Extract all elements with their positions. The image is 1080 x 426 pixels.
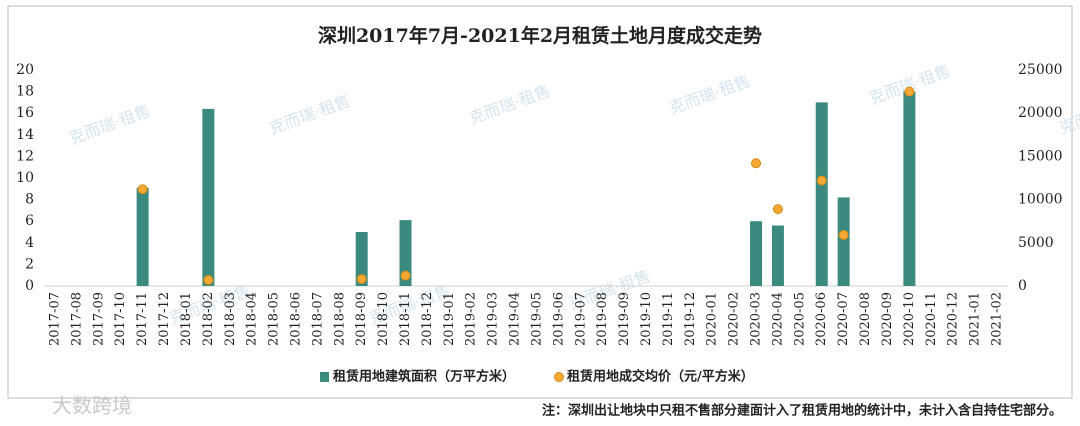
x-tick-label: 2019-02 bbox=[464, 292, 479, 346]
x-tick-label: 2018-03 bbox=[223, 292, 238, 346]
y2-tick-label: 5000 bbox=[1018, 235, 1054, 251]
legend-label: 租赁用地建筑面积（万平方米） bbox=[333, 369, 515, 385]
x-tick-label: 2018-01 bbox=[179, 292, 194, 346]
x-tick-label: 2018-12 bbox=[420, 292, 435, 346]
legend-swatch bbox=[554, 372, 564, 382]
x-tick-label: 2018-05 bbox=[267, 292, 282, 346]
bar bbox=[399, 220, 412, 286]
y-tick-label: 10 bbox=[16, 170, 34, 186]
x-tick-label: 2019-11 bbox=[661, 292, 676, 346]
bar bbox=[750, 221, 763, 286]
x-tick-label: 2020-10 bbox=[902, 292, 917, 346]
x-tick-label: 2018-07 bbox=[310, 292, 325, 346]
y-tick-label: 16 bbox=[16, 105, 34, 121]
x-tick-label: 2019-01 bbox=[442, 292, 457, 346]
x-tick-label: 2018-09 bbox=[354, 292, 369, 346]
x-tick-label: 2020-11 bbox=[924, 292, 939, 346]
note: 注：深圳出让地块中只租不售部分建面计入了租赁用地的统计中，未计入含自持住宅部分。 bbox=[542, 403, 1062, 419]
y-tick-label: 14 bbox=[16, 127, 34, 143]
point bbox=[904, 86, 915, 97]
point bbox=[838, 230, 849, 241]
y-tick-label: 8 bbox=[25, 192, 34, 208]
x-tick-label: 2019-04 bbox=[508, 292, 523, 346]
bar bbox=[355, 232, 368, 286]
x-tick-label: 2020-12 bbox=[946, 292, 961, 346]
x-tick-label: 2017-12 bbox=[157, 292, 172, 346]
bar bbox=[837, 197, 850, 286]
y-tick-label: 12 bbox=[16, 148, 34, 164]
x-tick-label: 2018-11 bbox=[398, 292, 413, 346]
y2-tick-label: 15000 bbox=[1018, 148, 1063, 164]
y2-tick-label: 25000 bbox=[1018, 62, 1063, 78]
x-tick-label: 2020-04 bbox=[770, 292, 785, 346]
x-tick-label: 2017-08 bbox=[69, 292, 84, 346]
bar bbox=[202, 108, 215, 286]
chart-frame bbox=[7, 5, 1073, 399]
x-tick-label: 2020-07 bbox=[836, 292, 851, 346]
x-tick-label: 2017-09 bbox=[91, 292, 106, 346]
x-tick-label: 2018-08 bbox=[332, 292, 347, 346]
y-tick-label: 6 bbox=[25, 213, 34, 229]
logo: 大数跨境 bbox=[52, 394, 132, 418]
x-tick-label: 2019-09 bbox=[617, 292, 632, 346]
y-tick-label: 4 bbox=[25, 235, 34, 251]
x-tick-label: 2020-03 bbox=[749, 292, 764, 346]
y-tick-label: 2 bbox=[25, 256, 34, 272]
y2-tick-label: 20000 bbox=[1018, 105, 1063, 121]
point bbox=[400, 270, 411, 281]
x-tick-label: 2020-01 bbox=[705, 292, 720, 346]
y-tick-label: 18 bbox=[16, 84, 34, 100]
point bbox=[772, 204, 783, 215]
x-tick-label: 2019-07 bbox=[573, 292, 588, 346]
point bbox=[816, 175, 827, 186]
x-tick-label: 2020-02 bbox=[727, 292, 742, 346]
x-tick-label: 2021-01 bbox=[968, 292, 983, 346]
x-tick-label: 2019-10 bbox=[639, 292, 654, 346]
x-tick-label: 2018-10 bbox=[376, 292, 391, 346]
point bbox=[137, 184, 148, 195]
y-tick-label: 0 bbox=[25, 278, 34, 294]
x-tick-label: 2019-08 bbox=[595, 292, 610, 346]
bar bbox=[136, 187, 149, 286]
x-tick-label: 2019-12 bbox=[683, 292, 698, 346]
x-tick-label: 2018-02 bbox=[201, 292, 216, 346]
x-tick-label: 2017-10 bbox=[113, 292, 128, 346]
x-tick-label: 2021-02 bbox=[990, 292, 1005, 346]
x-tick-label: 2019-03 bbox=[486, 292, 501, 346]
x-tick-label: 2018-06 bbox=[288, 292, 303, 346]
legend-label: 租赁用地成交均价（元/平方米） bbox=[567, 369, 754, 385]
y2-tick-label: 0 bbox=[1018, 278, 1027, 294]
bar bbox=[903, 91, 916, 286]
y2-tick-label: 10000 bbox=[1018, 192, 1063, 208]
x-tick-label: 2020-08 bbox=[858, 292, 873, 346]
x-tick-label: 2019-06 bbox=[551, 292, 566, 346]
y-tick-label: 20 bbox=[16, 62, 34, 78]
x-tick-label: 2018-04 bbox=[245, 292, 260, 346]
chart-title: 深圳2017年7月-2021年2月租赁土地月度成交走势 bbox=[318, 24, 762, 47]
point bbox=[751, 158, 762, 169]
x-tick-label: 2020-06 bbox=[814, 292, 829, 346]
point bbox=[203, 274, 214, 285]
x-tick-label: 2017-11 bbox=[135, 292, 150, 346]
x-tick-label: 2020-09 bbox=[880, 292, 895, 346]
legend-swatch bbox=[320, 372, 329, 382]
x-tick-label: 2017-07 bbox=[48, 292, 63, 346]
x-tick-label: 2019-05 bbox=[529, 292, 544, 346]
x-tick-label: 2020-05 bbox=[792, 292, 807, 346]
bar bbox=[815, 102, 828, 287]
point bbox=[356, 274, 367, 285]
bar bbox=[771, 225, 784, 286]
